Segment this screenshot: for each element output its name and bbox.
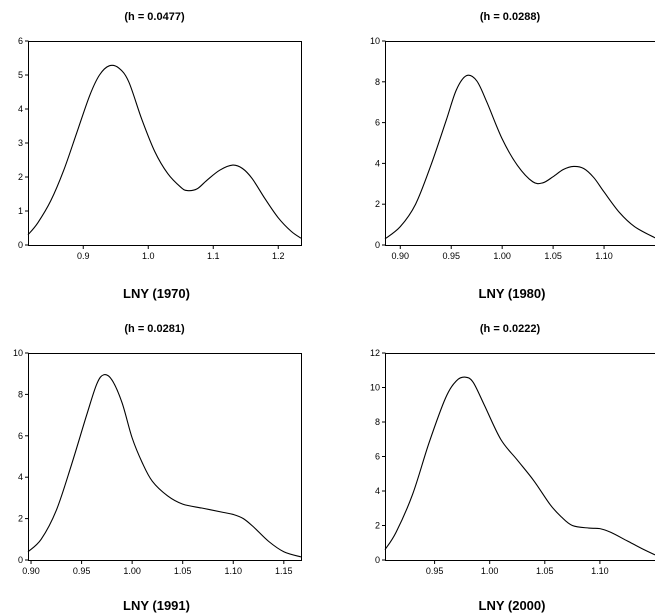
- chart-1-ytick-label-1: 1: [18, 206, 23, 216]
- chart-2-ytick-label-4: 8: [375, 77, 380, 87]
- chart-4-ytick-label-1: 2: [375, 521, 380, 531]
- chart-2-ytick-label-1: 2: [375, 199, 380, 209]
- chart-2-xtick-label-3: 1.05: [544, 251, 562, 261]
- chart-2-xlabel: LNY (1980): [479, 286, 546, 301]
- chart-2-ytick-label-0: 0: [375, 240, 380, 250]
- chart-4-title: (h = 0.0222): [480, 323, 541, 335]
- chart-2-xtick-label-2: 1.00: [493, 251, 511, 261]
- chart-4-plot-frame: [385, 353, 655, 561]
- chart-2-ytick-label-2: 4: [375, 158, 380, 168]
- chart-4-xtick-label-0: 0.95: [426, 566, 444, 576]
- chart-3-ytick-label-4: 8: [18, 389, 23, 399]
- chart-1-plot-frame: [28, 41, 302, 246]
- chart-1-ytick-label-6: 6: [18, 36, 23, 46]
- chart-3-ytick-label-0: 0: [18, 555, 23, 565]
- chart-2-density-curve-0: [384, 74, 655, 240]
- chart-1-ytick-label-3: 3: [18, 138, 23, 148]
- chart-4-ytick-label-6: 12: [370, 348, 380, 358]
- chart-1-ytick-label-0: 0: [18, 240, 23, 250]
- chart-3-xtick-label-1: 0.95: [73, 566, 91, 576]
- chart-2-xtick-label-1: 0.95: [442, 251, 460, 261]
- chart-4-density-curve-0: [384, 376, 655, 556]
- chart-2-title: (h = 0.0288): [480, 11, 541, 23]
- chart-2-ytick-label-3: 6: [375, 118, 380, 128]
- chart-4: (h = 0.0222) 0 2 4 6 8 10 12 0.95 1.00 1.05 1.10 LNY…: [370, 323, 655, 613]
- chart-3-xtick-label-5: 1.15: [275, 566, 293, 576]
- chart-1-xtick-label-1: 1.0: [142, 251, 155, 261]
- chart-3-xtick-label-3: 1.05: [174, 566, 192, 576]
- chart-4-xtick-label-1: 1.00: [481, 566, 499, 576]
- chart-1: (h = 0.0477) 0 1 2 3 4 5 6 0.9 1.0 1.1 1.2 LNY (1970…: [18, 11, 302, 301]
- chart-2-plot-frame: [385, 41, 655, 246]
- chart-4-ytick-label-3: 6: [375, 452, 380, 462]
- chart-2-xtick-label-4: 1.10: [595, 251, 613, 261]
- chart-3-ytick-label-5: 10: [13, 348, 23, 358]
- chart-1-xtick-label-3: 1.2: [272, 251, 285, 261]
- chart-1-ytick-label-2: 2: [18, 172, 23, 182]
- chart-1-title: (h = 0.0477): [124, 11, 185, 23]
- chart-1-xtick-label-0: 0.9: [77, 251, 90, 261]
- chart-3-ytick-label-1: 2: [18, 514, 23, 524]
- chart-1-ytick-label-4: 4: [18, 104, 23, 114]
- chart-4-ytick-label-5: 10: [370, 383, 380, 393]
- chart-2-ytick-label-5: 10: [370, 36, 380, 46]
- chart-4-xtick-label-2: 1.05: [536, 566, 554, 576]
- chart-3-xtick-label-2: 1.00: [123, 566, 141, 576]
- chart-1-ytick-label-5: 5: [18, 70, 23, 80]
- chart-3-plot-frame: [28, 353, 302, 561]
- chart-3-density-curve-0: [27, 374, 302, 558]
- chart-3-title: (h = 0.0281): [124, 323, 185, 335]
- chart-1-density-curve-0: [27, 64, 302, 239]
- chart-1-xtick-label-2: 1.1: [207, 251, 220, 261]
- chart-3: (h = 0.0281) 0 2 4 6 8 10 0.90 0.95 1.00 1.05 1.10 1…: [13, 323, 302, 613]
- chart-3-xtick-label-0: 0.90: [22, 566, 40, 576]
- chart-3-ytick-label-2: 4: [18, 472, 23, 482]
- chart-2: (h = 0.0288) 0 2 4 6 8 10 0.90 0.95 1.00 1.05 1.10 L…: [370, 11, 655, 301]
- chart-4-ytick-label-2: 4: [375, 486, 380, 496]
- chart-3-xtick-label-4: 1.10: [224, 566, 242, 576]
- chart-3-xlabel: LNY (1991): [123, 598, 190, 613]
- chart-4-ytick-label-0: 0: [375, 555, 380, 565]
- chart-4-ytick-label-4: 8: [375, 417, 380, 427]
- chart-4-xtick-label-3: 1.10: [591, 566, 609, 576]
- chart-3-ytick-label-3: 6: [18, 431, 23, 441]
- chart-4-xlabel: LNY (2000): [479, 598, 546, 613]
- chart-1-xlabel: LNY (1970): [123, 286, 190, 301]
- chart-2-xtick-label-0: 0.90: [392, 251, 410, 261]
